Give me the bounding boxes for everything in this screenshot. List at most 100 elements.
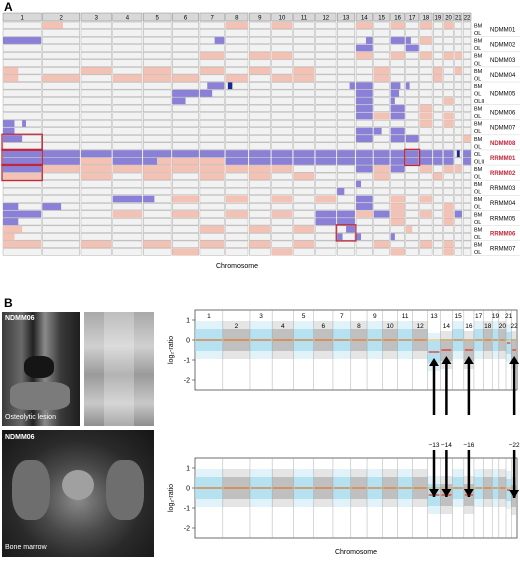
heatmap-cell xyxy=(225,44,249,52)
heatmap-cell xyxy=(454,180,463,188)
heatmap-cell xyxy=(2,59,42,67)
heatmap-cell xyxy=(315,233,337,241)
heatmap-cell xyxy=(42,82,80,90)
heatmap-cell xyxy=(143,82,172,90)
heatmap-cell xyxy=(199,112,225,120)
heatmap-cell xyxy=(42,127,80,135)
heatmap-cell xyxy=(462,210,472,218)
cnv-point-cloud xyxy=(506,354,512,362)
heatmap-cell xyxy=(225,104,249,113)
heatmap-cell xyxy=(454,135,463,143)
heatmap-cell xyxy=(248,233,271,241)
cnv-arrow-head xyxy=(463,356,474,364)
cnv-point-cloud xyxy=(332,469,351,477)
heatmap-cell xyxy=(271,82,293,90)
heatmap-segment xyxy=(337,218,355,226)
heatmap-segment xyxy=(356,89,373,97)
cnv-point-cloud xyxy=(332,351,351,359)
heatmap-segment xyxy=(356,97,373,105)
heatmap-segment xyxy=(356,127,373,135)
heatmap-cell xyxy=(390,59,405,67)
heatmap-segment xyxy=(405,44,419,52)
heatmap-segment xyxy=(172,195,199,203)
heatmap-cell xyxy=(462,21,472,29)
heatmap-cell xyxy=(315,165,337,173)
heatmap-cell xyxy=(337,36,356,45)
heatmap-segment xyxy=(172,74,199,82)
chromosome-header-label-16: 16 xyxy=(394,16,401,22)
heatmap-cell xyxy=(172,142,199,150)
heatmap-cell xyxy=(462,112,472,120)
heatmap-cell xyxy=(373,218,390,226)
heatmap-segment xyxy=(419,157,433,165)
heatmap-sample-label: RRMM07 xyxy=(490,247,516,253)
heatmap-cell xyxy=(271,225,293,233)
heatmap-row-label: OL xyxy=(474,76,481,82)
heatmap-cell xyxy=(337,97,356,105)
cnv-ytick-label: -1 xyxy=(184,506,190,513)
heatmap-segment xyxy=(249,165,271,173)
cnv-chromosome-label: 2 xyxy=(235,323,239,330)
heatmap-cell xyxy=(373,180,390,188)
heatmap-segment xyxy=(373,173,390,180)
heatmap-segment xyxy=(315,150,337,158)
heatmap-row-label: BM xyxy=(474,182,483,188)
heatmap-cell xyxy=(443,233,454,241)
heatmap-cell xyxy=(112,29,143,37)
chromosome-header-label-13: 13 xyxy=(343,16,350,22)
heatmap-cell xyxy=(80,127,112,135)
heatmap-cell xyxy=(462,195,472,203)
cnv-point-cloud xyxy=(313,351,333,359)
heatmap-segment xyxy=(112,165,143,173)
heatmap-cell xyxy=(112,225,143,233)
heatmap-segment xyxy=(249,173,271,180)
heatmap-segment xyxy=(271,165,293,173)
chromosome-header-label-3: 3 xyxy=(95,16,99,22)
heatmap-segment xyxy=(390,135,405,142)
heatmap-cell xyxy=(293,187,315,196)
heatmap-cell xyxy=(112,44,143,52)
cnv-point-cloud xyxy=(382,351,398,359)
heatmap-cell xyxy=(293,135,315,143)
heatmap-segment xyxy=(390,52,405,59)
heatmap-cell xyxy=(293,218,315,226)
cnv-point-cloud xyxy=(452,351,464,359)
heatmap-segment xyxy=(172,210,199,218)
heatmap-row-label: OL xyxy=(474,144,481,150)
heatmap-segment xyxy=(390,97,395,105)
heatmap-cell xyxy=(405,29,419,37)
heatmap-cell xyxy=(112,89,143,97)
chromosome-header-label-17: 17 xyxy=(409,16,416,22)
heatmap-row-label: OL xyxy=(474,129,481,135)
heatmap-segment xyxy=(199,89,213,97)
heatmap-cell xyxy=(143,52,172,60)
heatmap-cell xyxy=(454,195,463,203)
cnv-arrow-16 xyxy=(463,356,474,415)
heatmap-cell xyxy=(315,202,337,211)
heatmap-cell xyxy=(405,112,419,120)
heatmap-cell xyxy=(373,248,390,256)
heatmap-segment xyxy=(112,195,143,203)
heatmap-segment xyxy=(293,74,315,82)
heatmap-cell xyxy=(172,67,199,75)
heatmap-cell xyxy=(225,36,249,45)
heatmap-cell xyxy=(199,44,225,52)
heatmap-sample-label: NDMM05 xyxy=(490,92,516,98)
heatmap-cell xyxy=(248,36,271,45)
heatmap-cell xyxy=(443,225,454,233)
heatmap-segment xyxy=(3,150,42,158)
cnv-ytick-label: -2 xyxy=(184,378,190,385)
heatmap-cell xyxy=(248,195,271,203)
heatmap-cell xyxy=(112,142,143,150)
heatmap-cell xyxy=(80,82,112,90)
heatmap-cell xyxy=(248,104,271,113)
heatmap-cell xyxy=(433,218,443,226)
heatmap-row-label: OL xyxy=(474,46,481,52)
heatmap-cell xyxy=(337,240,356,248)
heatmap-sample-label: RRMM06 xyxy=(490,231,516,237)
heatmap-cell xyxy=(355,218,373,226)
cnv-point-cloud xyxy=(412,499,428,507)
heatmap-cell xyxy=(443,142,454,150)
cnv-chromosome-label: 10 xyxy=(386,323,394,330)
cnv-chromosome-label: 7 xyxy=(340,313,344,320)
